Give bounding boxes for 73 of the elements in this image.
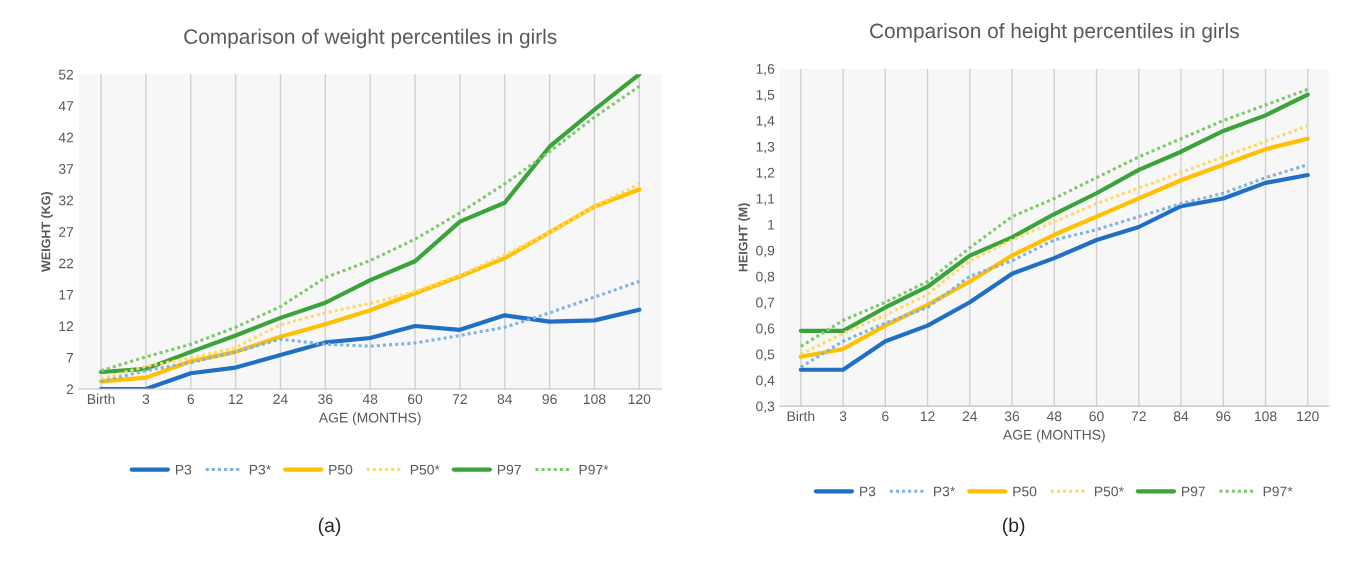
y-tick-label: 0,3: [756, 401, 775, 413]
legend-label: P97: [497, 464, 521, 475]
y-tick-label: 0,6: [756, 323, 775, 336]
legend-label: P50*: [1095, 486, 1124, 497]
y-tick-label: 1,3: [756, 141, 775, 154]
y-tick-label: 42: [58, 132, 74, 143]
legend-label: P97*: [579, 464, 609, 475]
y-tick-label: 52: [58, 69, 74, 80]
y-axis-title: WEIGHT (KG): [41, 192, 53, 272]
x-tick-label: 108: [583, 394, 606, 405]
text: (a): [318, 517, 341, 536]
x-tick-label: 12: [920, 411, 935, 422]
y-tick-label: 27: [59, 226, 74, 237]
x-tick-label: 120: [1297, 411, 1319, 422]
x-tick-label: 36: [318, 394, 333, 405]
line-series: [98, 307, 642, 389]
x-tick-label: 6: [882, 411, 889, 422]
x-tick-label: 72: [452, 394, 467, 404]
y-tick-label: 1,5: [756, 90, 775, 102]
legend-label: P3: [860, 486, 876, 497]
x-axis-title: AGE (MONTHS): [1003, 429, 1105, 443]
y-tick-label: 1,2: [756, 167, 775, 180]
x-tick-label: 60: [1089, 411, 1104, 422]
legend-label: P3*: [934, 486, 956, 497]
legend-label: P3: [175, 464, 192, 475]
y-tick-label: 0,4: [756, 375, 775, 387]
y-tick-label: 17: [59, 290, 74, 300]
text: (b): [1002, 517, 1025, 536]
x-tick-label: 72: [1131, 411, 1146, 422]
y-tick-label: 7: [66, 352, 74, 363]
y-tick-label: 47: [58, 101, 74, 111]
x-tick-label: 36: [1004, 411, 1020, 422]
x-tick-label: 96: [1216, 411, 1231, 422]
x-tick-label: 3: [839, 411, 847, 422]
y-tick-label: 37: [58, 164, 74, 174]
x-tick-label: 48: [362, 394, 378, 405]
x-tick-label: 12: [228, 394, 243, 404]
y-tick-label: 0,8: [756, 271, 775, 284]
y-tick-label: 1,1: [756, 193, 775, 206]
y-axis-title: HEIGHT (M): [738, 203, 750, 272]
legend-label: P3*: [249, 464, 271, 475]
x-tick-label: 96: [542, 394, 557, 405]
legend-label: P97*: [1263, 486, 1293, 497]
y-tick-label: 0,7: [756, 297, 775, 310]
y-tick-label: 12: [59, 321, 74, 332]
x-tick-label: 108: [1254, 411, 1277, 422]
legend-label: P50: [1013, 486, 1037, 497]
x-tick-label: 6: [187, 394, 195, 405]
legend-label: P97: [1182, 486, 1205, 497]
x-tick-label: 84: [1173, 411, 1189, 422]
x-tick-label: 60: [408, 394, 423, 405]
y-tick-label: 1,6: [756, 63, 775, 76]
y-tick-label: 0,9: [756, 245, 775, 258]
x-tick-label: Birth: [87, 393, 115, 404]
x-tick-label: 120: [628, 394, 651, 405]
x-tick-label: Birth: [787, 410, 815, 422]
x-tick-label: 24: [273, 394, 288, 404]
x-tick-label: 24: [962, 411, 978, 422]
y-tick-label: 1,4: [756, 116, 775, 128]
line-series: [99, 279, 641, 383]
y-tick-label: 2: [66, 384, 74, 394]
x-tick-label: 3: [142, 394, 150, 405]
x-tick-label: 84: [497, 394, 513, 405]
y-tick-label: 22: [59, 258, 74, 269]
legend-label: P50*: [410, 464, 440, 475]
chart-title: Comparison of weight percentiles in girls: [184, 28, 557, 49]
chart-title: Comparison of height percentiles in girls: [870, 22, 1239, 43]
x-tick-label: 48: [1046, 411, 1062, 422]
y-tick-label: 32: [58, 195, 74, 206]
y-tick-label: 1: [768, 219, 775, 230]
legend-label: P50: [329, 464, 353, 475]
x-axis-title: AGE (MONTHS): [318, 412, 421, 426]
y-tick-label: 0,5: [756, 349, 775, 362]
